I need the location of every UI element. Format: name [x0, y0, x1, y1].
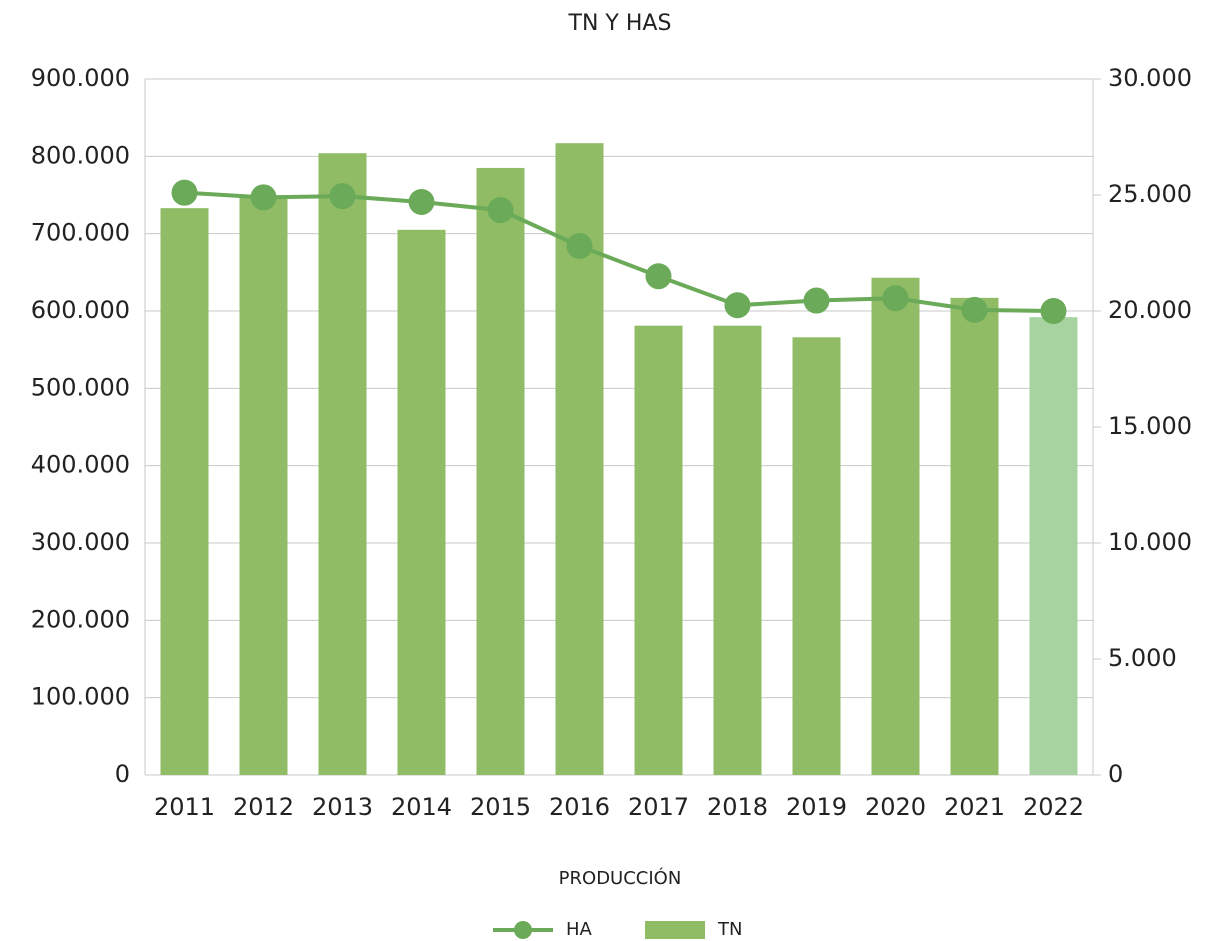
y-tick-label: 400.000 — [31, 451, 130, 479]
x-tick-label: 2013 — [312, 793, 373, 821]
chart-title: TN Y HAS — [568, 11, 672, 36]
marker — [171, 179, 198, 206]
bar — [239, 197, 288, 775]
y-tick-label: 0 — [115, 760, 130, 788]
x-tick-label: 2016 — [549, 793, 610, 821]
y-tick-label: 700.000 — [31, 219, 130, 247]
marker — [803, 287, 830, 314]
bar — [713, 325, 762, 775]
bar — [1029, 317, 1078, 775]
marker — [250, 184, 277, 211]
x-tick-label: 2015 — [470, 793, 531, 821]
y2-tick-label: 20.000 — [1108, 296, 1192, 324]
x-axis-label: PRODUCCIÓN — [559, 867, 682, 889]
marker — [329, 183, 356, 210]
marker — [1040, 298, 1067, 324]
y2-tick-label: 30.000 — [1108, 64, 1192, 92]
x-tick-label: 2014 — [391, 793, 452, 821]
y-tick-label: 600.000 — [31, 296, 130, 324]
bar — [792, 337, 841, 775]
legend-marker — [514, 921, 532, 939]
y2-tick-label: 5.000 — [1108, 644, 1177, 672]
x-tick-label: 2020 — [865, 793, 926, 821]
line — [184, 190, 1054, 313]
y-tick-label: 100.000 — [31, 683, 130, 711]
marker — [566, 233, 593, 260]
y-tick-label: 200.000 — [31, 605, 130, 633]
x-tick-label: 2021 — [944, 793, 1005, 821]
marker — [724, 292, 751, 319]
bar — [476, 167, 525, 775]
y2-tick-label: 10.000 — [1108, 528, 1192, 556]
x-tick-label: 2018 — [707, 793, 768, 821]
x-tick-label: 2017 — [628, 793, 689, 821]
legend-label: HA — [566, 919, 593, 940]
x-tick-label: 2012 — [233, 793, 294, 821]
marker — [882, 285, 909, 312]
bar — [160, 208, 209, 775]
x-tick-label: 2022 — [1023, 793, 1084, 821]
y2-tick-label: 15.000 — [1108, 412, 1192, 440]
y2-tick-label: 0 — [1108, 760, 1123, 788]
x-tick-label: 2011 — [154, 793, 215, 821]
y-tick-label: 900.000 — [31, 64, 130, 92]
legend-label: TN — [717, 919, 742, 940]
marker — [645, 263, 672, 290]
bar — [950, 297, 999, 775]
marker — [961, 296, 988, 323]
bar — [397, 229, 446, 776]
legend-swatch — [645, 921, 705, 939]
bar — [871, 277, 920, 775]
y2-tick-label: 25.000 — [1108, 180, 1192, 208]
bar — [634, 325, 683, 775]
bar — [318, 153, 367, 776]
x-tick-label: 2019 — [786, 793, 847, 821]
y-tick-label: 500.000 — [31, 373, 130, 401]
y-tick-label: 300.000 — [31, 528, 130, 556]
y-tick-label: 800.000 — [31, 141, 130, 169]
marker — [487, 197, 514, 224]
marker — [408, 188, 435, 215]
